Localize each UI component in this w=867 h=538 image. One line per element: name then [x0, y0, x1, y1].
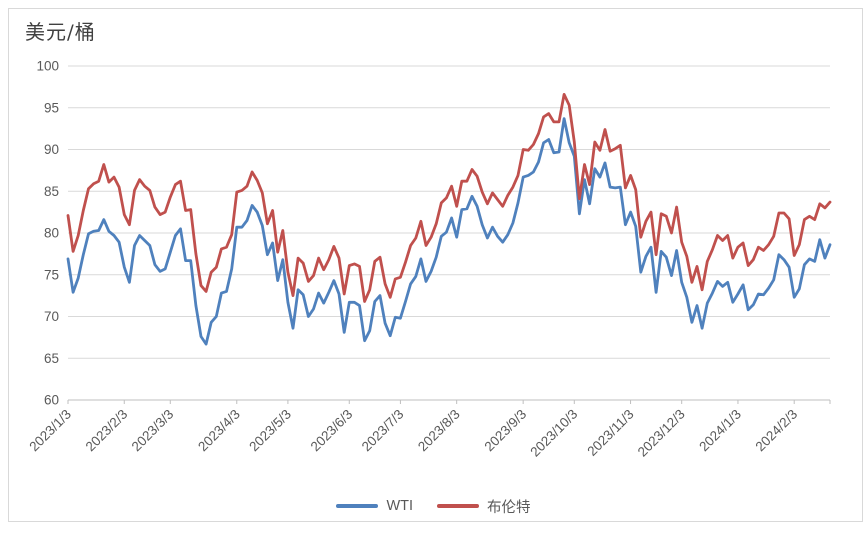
y-axis-label: 100 [36, 59, 59, 74]
x-axis-label: 2023/10/3 [527, 407, 580, 460]
chart-border [8, 8, 863, 522]
x-axis-label: 2023/6/3 [308, 407, 356, 455]
legend: WTI 布伦特 [0, 495, 867, 517]
x-axis-label: 2024/2/3 [753, 407, 801, 455]
x-axis-label: 2023/4/3 [195, 407, 243, 455]
brent-line-swatch [437, 503, 480, 509]
legend-label-brent: 布伦特 [487, 499, 531, 516]
y-axis-label: 85 [44, 184, 59, 199]
y-axis-label: 70 [44, 309, 59, 324]
y-axis-label: 80 [44, 226, 59, 241]
x-axis-label: 2024/1/3 [696, 407, 744, 455]
y-axis-label: 90 [44, 142, 59, 157]
x-axis-label: 2023/9/3 [482, 407, 530, 455]
legend-item-brent[interactable]: 布伦特 [437, 496, 531, 517]
wti-series-line[interactable] [66, 117, 832, 346]
x-axis-label: 2023/1/3 [26, 407, 74, 455]
y-axis-label: 95 [44, 100, 59, 115]
brent-series-line[interactable] [66, 93, 832, 303]
legend-label-wti: WTI [386, 498, 414, 514]
x-axis-label: 2023/11/3 [584, 407, 636, 459]
x-axis-label: 2023/3/3 [129, 407, 177, 455]
x-axis-label: 2023/7/3 [359, 407, 407, 455]
wti-line-swatch [336, 503, 379, 509]
x-axis-label: 2023/2/3 [83, 407, 131, 455]
y-axis-label: 65 [44, 351, 59, 366]
legend-item-wti[interactable]: WTI [336, 498, 413, 514]
y-axis-label: 60 [44, 393, 59, 408]
x-axis-label: 2023/5/3 [246, 407, 294, 455]
x-axis-label: 2023/12/3 [635, 407, 688, 460]
x-axis-label: 2023/8/3 [415, 407, 463, 455]
y-axis-label: 75 [44, 267, 59, 282]
y-axis-unit-title: 美元/桶 [25, 20, 96, 44]
